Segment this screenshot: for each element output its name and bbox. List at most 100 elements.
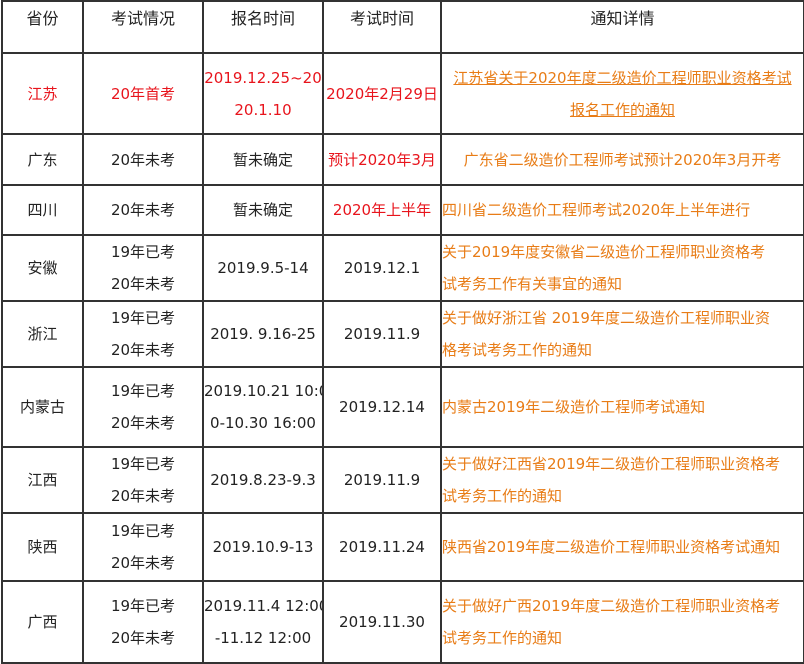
notice-link[interactable]: 内蒙古2019年二级造价工程师考试通知 <box>440 366 804 448</box>
province-cell: 四川 <box>1 184 84 236</box>
notice-link-line[interactable]: 关于做好浙江省 2019年度二级造价工程师职业资 <box>442 309 770 327</box>
status-cell-line: 19年已考 <box>110 382 176 400</box>
status-cell-line: 20年首考 <box>110 84 176 103</box>
exam-time-cell-line: 预计2020年3月 <box>328 150 436 169</box>
status-cell: 20年未考 <box>82 133 204 186</box>
notice-link[interactable]: 四川省二级造价工程师考试2020年上半年进行 <box>440 184 804 236</box>
status-cell-line: 19年已考 <box>110 309 176 327</box>
notice-link-line[interactable]: 四川省二级造价工程师考试2020年上半年进行 <box>442 201 751 219</box>
registration-cell: 2019.10.9-13 <box>202 512 324 582</box>
notice-link[interactable]: 关于做好广西2019年度二级造价工程师职业资格考 试考务工作的通知 <box>440 580 804 664</box>
notice-link-line[interactable]: 报名工作的通知 <box>569 100 675 119</box>
header-registration: 报名时间 <box>202 0 324 54</box>
status-cell-line: 19年已考 <box>110 522 176 540</box>
status-cell-line: 20年未考 <box>110 414 176 432</box>
notice-link[interactable]: 广东省二级造价工程师考试预计2020年3月开考 <box>440 133 804 186</box>
table-body: 江苏 20年首考 2019.12.25~20 20.1.10 2020年2月29日 江苏省… <box>1 52 804 664</box>
exam-time-cell-line: 2019.11.9 <box>343 325 421 343</box>
notice-link-line[interactable]: 试考务工作的通知 <box>442 487 563 505</box>
table-row: 江西 19年已考 20年未考 2019.8.23-9.3 2019.11.9 关于做好江西… <box>1 446 804 514</box>
status-cell: 20年首考 <box>82 52 204 135</box>
table-row: 浙江 19年已考 20年未考 2019. 9.16-25 2019.11.9 关于做好浙… <box>1 300 804 368</box>
notice-link-line[interactable]: 江苏省关于2020年度二级造价工程师职业资格考试 <box>453 68 792 87</box>
registration-cell-line: 20.1.10 <box>234 100 292 119</box>
registration-cell: 暂未确定 <box>202 133 324 186</box>
header-status: 考试情况 <box>82 0 204 54</box>
notice-link-line[interactable]: 内蒙古2019年二级造价工程师考试通知 <box>442 398 706 416</box>
exam-time-cell: 2019.12.1 <box>322 234 442 302</box>
registration-cell: 2019.11.4 12:00 -11.12 12:00 <box>202 580 324 664</box>
notice-link[interactable]: 关于做好江西省2019年二级造价工程师职业资格考 试考务工作的通知 <box>440 446 804 514</box>
province-cell: 安徽 <box>1 234 84 302</box>
registration-cell-line: 2019.10.9-13 <box>212 538 314 556</box>
notice-link-line[interactable]: 关于2019年度安徽省二级造价工程师职业资格考 <box>442 243 766 261</box>
exam-time-cell-line: 2019.11.24 <box>339 538 425 556</box>
exam-time-cell: 预计2020年3月 <box>322 133 442 186</box>
exam-time-cell: 2019.11.9 <box>322 446 442 514</box>
exam-time-cell-line: 2019.12.1 <box>343 259 421 277</box>
notice-link-line[interactable]: 试考务工作有关事宜的通知 <box>442 275 623 293</box>
registration-cell: 2019.8.23-9.3 <box>202 446 324 514</box>
notice-link[interactable]: 江苏省关于2020年度二级造价工程师职业资格考试 报名工作的通知 <box>440 52 804 135</box>
province-cell: 江苏 <box>1 52 84 135</box>
status-cell: 19年已考 20年未考 <box>82 366 204 448</box>
exam-time-cell: 2019.12.14 <box>322 366 442 448</box>
registration-cell-line: 2019.8.23-9.3 <box>210 471 316 489</box>
table-row: 广东 20年未考 暂未确定 预计2020年3月 广东省二级造价工程师考试预计2020年3… <box>1 133 804 186</box>
header-notice: 通知详情 <box>440 0 804 54</box>
notice-link-line[interactable]: 格考试考务工作的通知 <box>442 341 593 359</box>
status-cell-line: 19年已考 <box>110 455 176 473</box>
table-row: 四川 20年未考 暂未确定 2020年上半年 四川省二级造价工程师考试2020年上半年进… <box>1 184 804 236</box>
status-cell-line: 20年未考 <box>110 201 176 219</box>
exam-time-cell-line: 2019.12.14 <box>339 398 425 416</box>
exam-time-cell: 2020年上半年 <box>322 184 442 236</box>
status-cell: 19年已考 20年未考 <box>82 446 204 514</box>
notice-link-line[interactable]: 关于做好江西省2019年二级造价工程师职业资格考 <box>442 455 781 473</box>
exam-time-cell: 2019.11.24 <box>322 512 442 582</box>
notice-link[interactable]: 陕西省2019年度二级造价工程师职业资格考试通知 <box>440 512 804 582</box>
registration-cell-line: 2019.9.5-14 <box>217 259 309 277</box>
registration-cell-line: 暂未确定 <box>232 150 293 169</box>
registration-cell: 暂未确定 <box>202 184 324 236</box>
header-province: 省份 <box>1 0 84 54</box>
table-row: 江苏 20年首考 2019.12.25~20 20.1.10 2020年2月29日 江苏省… <box>1 52 804 135</box>
notice-link-line[interactable]: 试考务工作的通知 <box>442 629 563 647</box>
exam-time-cell-line: 2019.11.30 <box>339 613 425 631</box>
province-cell: 江西 <box>1 446 84 514</box>
province-cell: 浙江 <box>1 300 84 368</box>
status-cell-line: 19年已考 <box>110 597 176 615</box>
registration-cell-line: -11.12 12:00 <box>214 629 312 647</box>
status-cell: 20年未考 <box>82 184 204 236</box>
province-cell: 陕西 <box>1 512 84 582</box>
notice-link[interactable]: 关于2019年度安徽省二级造价工程师职业资格考 试考务工作有关事宜的通知 <box>440 234 804 302</box>
status-cell: 19年已考 20年未考 <box>82 234 204 302</box>
table-row: 陕西 19年已考 20年未考 2019.10.9-13 2019.11.24 陕西省201… <box>1 512 804 582</box>
notice-link[interactable]: 关于做好浙江省 2019年度二级造价工程师职业资 格考试考务工作的通知 <box>440 300 804 368</box>
registration-cell: 2019.10.21 10:0 0-10.30 16:00 <box>202 366 324 448</box>
registration-cell: 2019.9.5-14 <box>202 234 324 302</box>
province-cell: 广西 <box>1 580 84 664</box>
header-row: 省份 考试情况 报名时间 考试时间 通知详情 <box>1 0 804 54</box>
exam-time-cell: 2019.11.9 <box>322 300 442 368</box>
status-cell-line: 20年未考 <box>110 341 176 359</box>
table-row: 安徽 19年已考 20年未考 2019.9.5-14 2019.12.1 关于2019年… <box>1 234 804 302</box>
registration-cell-line: 暂未确定 <box>232 201 293 219</box>
notice-link-line[interactable]: 关于做好广西2019年度二级造价工程师职业资格考 <box>442 597 781 615</box>
registration-cell-line: 2019.10.21 10:0 <box>204 382 323 400</box>
notice-link-line[interactable]: 广东省二级造价工程师考试预计2020年3月开考 <box>463 150 782 169</box>
registration-cell-line: 2019.11.4 12:00 <box>204 597 323 615</box>
exam-time-cell-line: 2020年2月29日 <box>326 84 438 103</box>
registration-cell-line: 2019.12.25~20 <box>204 68 322 87</box>
table-row: 内蒙古 19年已考 20年未考 2019.10.21 10:0 0-10.30 16:0… <box>1 366 804 448</box>
registration-cell-line: 2019. 9.16-25 <box>210 325 316 343</box>
notice-link-line[interactable]: 陕西省2019年度二级造价工程师职业资格考试通知 <box>442 538 781 556</box>
status-cell-line: 20年未考 <box>110 629 176 647</box>
exam-time-cell-line: 2020年上半年 <box>332 201 432 219</box>
status-cell-line: 20年未考 <box>110 487 176 505</box>
registration-cell-line: 0-10.30 16:00 <box>210 414 316 432</box>
status-cell: 19年已考 20年未考 <box>82 512 204 582</box>
status-cell: 19年已考 20年未考 <box>82 580 204 664</box>
header-exam-time: 考试时间 <box>322 0 442 54</box>
table-row: 广西 19年已考 20年未考 2019.11.4 12:00 -11.12 12:00 2… <box>1 580 804 664</box>
status-cell-line: 20年未考 <box>110 554 176 572</box>
